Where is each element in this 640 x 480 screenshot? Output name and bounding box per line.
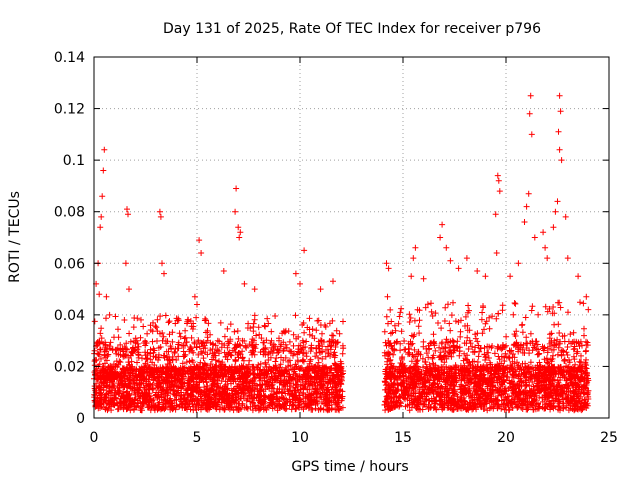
y-tick-label: 0 bbox=[76, 411, 85, 427]
y-tick-label: 0.12 bbox=[54, 102, 85, 118]
x-tick-label: 5 bbox=[193, 430, 202, 446]
x-tick-label: 15 bbox=[394, 430, 412, 446]
data-points bbox=[91, 92, 592, 414]
y-tick-label: 0.14 bbox=[54, 50, 85, 66]
plot-frame bbox=[93, 56, 610, 419]
x-tick-label: 10 bbox=[291, 430, 309, 446]
y-tick-label: 0.1 bbox=[63, 153, 85, 169]
chart-title: Day 131 of 2025, Rate Of TEC Index for r… bbox=[163, 21, 541, 37]
x-axis-label: GPS time / hours bbox=[291, 459, 408, 475]
x-tick-label: 0 bbox=[90, 430, 99, 446]
axis-ticks: 0 5 10 15 20 25 0 0.02 0.04 0.06 0.08 0.1 0.12 0.14 bbox=[54, 50, 618, 446]
y-tick-label: 0.04 bbox=[54, 308, 85, 324]
y-tick-label: 0.08 bbox=[54, 205, 85, 221]
y-tick-label: 0.06 bbox=[54, 256, 85, 272]
x-tick-label: 20 bbox=[497, 430, 515, 446]
roti-points bbox=[91, 92, 592, 414]
grid-layer bbox=[94, 57, 609, 418]
y-axis-label: ROTI / TECUs bbox=[7, 191, 23, 283]
x-tick-label: 25 bbox=[600, 430, 618, 446]
y-tick-label: 0.02 bbox=[54, 359, 85, 375]
